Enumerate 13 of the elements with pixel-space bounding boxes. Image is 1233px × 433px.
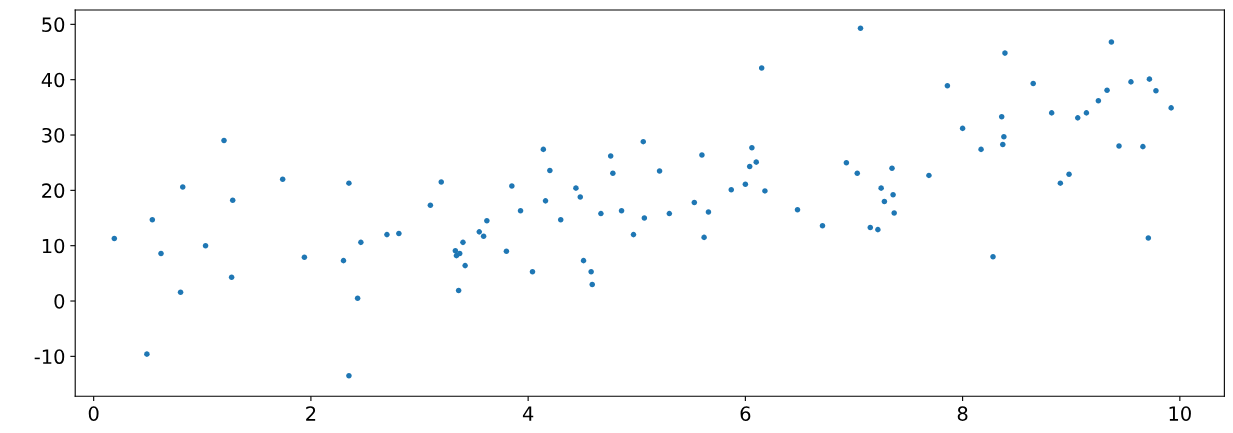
y-tick-label: 50 (42, 17, 65, 33)
y-tick-label: 40 (41, 72, 65, 88)
x-tick-label: 10 (1169, 406, 1191, 421)
y-tick-label: 20 (42, 183, 65, 199)
y-tick-label: -10 (34, 349, 65, 365)
x-tick-label: 2 (306, 406, 316, 421)
x-tick-label: 8 (957, 406, 968, 421)
x-tick-label: 6 (740, 406, 751, 421)
y-tick-label: 30 (42, 127, 65, 143)
y-tick-label: 0 (54, 293, 65, 309)
y-tick-label: 10 (42, 238, 65, 254)
x-tick-label: 4 (522, 406, 534, 421)
x-tick-label: 0 (88, 406, 99, 421)
